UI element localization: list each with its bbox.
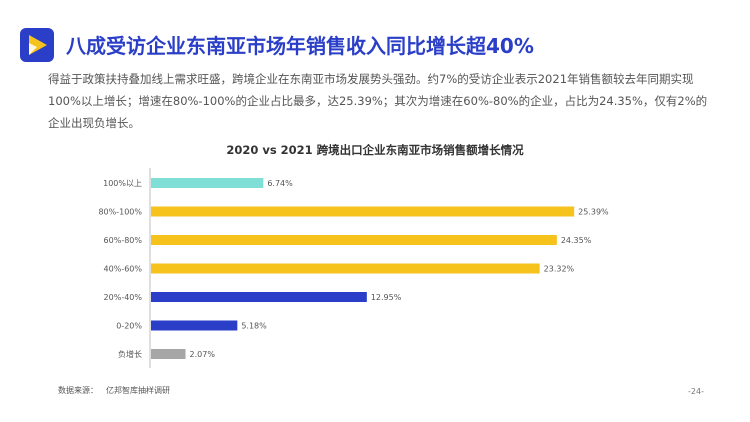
bar: [151, 206, 575, 217]
bar: [151, 178, 264, 188]
category-label: 0-20%: [116, 322, 142, 331]
category-label: 60%-80%: [104, 236, 143, 245]
page-title: 八成受访企业东南亚市场年销售收入同比增长超40%: [66, 34, 534, 58]
data-source-label: 数据来源：: [58, 386, 98, 395]
bar: [151, 292, 367, 302]
bar: [151, 263, 540, 274]
data-source-text: 亿邦智库抽样调研: [106, 386, 170, 395]
value-label: 6.74%: [267, 179, 293, 188]
bar: [151, 349, 186, 359]
value-label: 24.35%: [561, 236, 592, 245]
bar: [151, 235, 557, 245]
category-label: 负增长: [118, 349, 142, 359]
category-label: 40%-60%: [104, 265, 143, 274]
value-label: 5.18%: [241, 322, 267, 331]
chart-title: 2020 vs 2021 跨境出口企业东南亚市场销售额增长情况: [226, 143, 524, 157]
category-label: 100%以上: [103, 179, 142, 188]
bar-chart: 100%以上 6.74% 80%-100% 25.39% 60%-80% 24.35% 40…: [98, 168, 609, 368]
page-description: 得益于政策扶持叠加线上需求旺盛，跨境企业在东南亚市场发展势头强劲。约7%的受访企…: [48, 72, 708, 130]
value-label: 25.39%: [578, 208, 609, 217]
page-number: -24-: [688, 387, 704, 396]
value-label: 23.32%: [544, 265, 575, 274]
value-label: 12.95%: [371, 293, 402, 302]
bar: [151, 320, 238, 331]
category-label: 20%-40%: [104, 293, 143, 302]
value-label: 2.07%: [190, 350, 216, 359]
category-label: 80%-100%: [98, 208, 142, 217]
data-source: 数据来源： 亿邦智库抽样调研: [58, 385, 178, 396]
logo-icon: [20, 28, 54, 62]
